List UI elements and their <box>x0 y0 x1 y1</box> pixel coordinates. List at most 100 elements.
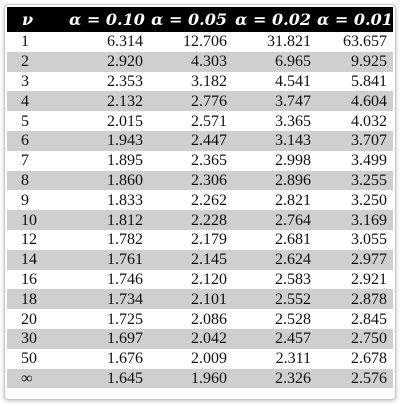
cell-alpha-002: 31.821 <box>267 33 311 51</box>
cell-alpha-002: 2.896 <box>275 171 311 189</box>
cell-alpha-001: 2.878 <box>351 290 387 308</box>
table-row: 16 1.746 2.120 2.583 2.921 <box>7 269 393 290</box>
header-row: ν α = 0.10 α = 0.05 α = 0.02 α = 0.01 <box>7 7 393 32</box>
cell-nu: 30 <box>21 330 37 348</box>
cell-nu: 5 <box>21 112 29 130</box>
cell-alpha-001: 3.250 <box>351 191 387 209</box>
cell-alpha-001: 2.845 <box>351 310 387 328</box>
cell-alpha-005: 2.447 <box>191 132 227 150</box>
cell-alpha-010: 1.860 <box>107 171 143 189</box>
cell-alpha-010: 1.761 <box>107 251 143 269</box>
table-row: 9 1.833 2.262 2.821 3.250 <box>7 190 393 211</box>
cell-alpha-005: 1.960 <box>191 369 227 387</box>
cell-alpha-001: 4.032 <box>351 112 387 130</box>
cell-alpha-001: 63.657 <box>343 33 387 51</box>
cell-nu: ∞ <box>21 369 33 387</box>
cell-alpha-005: 2.009 <box>191 350 227 368</box>
cell-alpha-002: 2.326 <box>275 369 311 387</box>
header-nu: ν <box>22 10 34 29</box>
cell-alpha-005: 2.262 <box>191 191 227 209</box>
cell-alpha-005: 2.120 <box>191 270 227 288</box>
cell-nu: 6 <box>21 132 29 150</box>
cell-alpha-001: 4.604 <box>351 92 387 110</box>
cell-nu: 18 <box>21 290 37 308</box>
cell-alpha-002: 3.143 <box>275 132 311 150</box>
table-row: 3 2.353 3.182 4.541 5.841 <box>7 71 393 92</box>
cell-alpha-001: 2.678 <box>351 350 387 368</box>
cell-alpha-005: 2.571 <box>191 112 227 130</box>
table-row: 2 2.920 4.303 6.965 9.925 <box>7 51 393 72</box>
cell-alpha-002: 2.528 <box>275 310 311 328</box>
cell-nu: 14 <box>21 251 37 269</box>
cell-alpha-010: 1.812 <box>107 211 143 229</box>
cell-alpha-010: 2.920 <box>107 53 143 71</box>
cell-alpha-005: 3.182 <box>191 72 227 90</box>
cell-alpha-002: 2.681 <box>275 231 311 249</box>
table-row: 5 2.015 2.571 3.365 4.032 <box>7 111 393 131</box>
header-alpha-001: α = 0.01 <box>317 10 393 29</box>
cell-alpha-010: 1.746 <box>107 270 143 288</box>
cell-nu: 12 <box>21 231 37 249</box>
cell-nu: 10 <box>21 211 37 229</box>
cell-nu: 2 <box>21 53 29 71</box>
cell-alpha-002: 2.552 <box>275 290 311 308</box>
table-row: 14 1.761 2.145 2.624 2.977 <box>7 249 393 270</box>
cell-alpha-010: 1.782 <box>107 231 143 249</box>
cell-alpha-005: 2.101 <box>191 290 227 308</box>
table-row: 12 1.782 2.179 2.681 3.055 <box>7 229 393 250</box>
cell-alpha-002: 3.747 <box>275 92 311 110</box>
cell-alpha-005: 2.306 <box>191 171 227 189</box>
cell-alpha-010: 2.353 <box>107 72 143 90</box>
cell-nu: 8 <box>21 171 29 189</box>
cell-alpha-005: 2.042 <box>191 330 227 348</box>
table-row: 50 1.676 2.009 2.311 2.678 <box>7 348 393 369</box>
cell-alpha-005: 2.179 <box>191 231 227 249</box>
cell-alpha-010: 1.734 <box>107 290 143 308</box>
cell-alpha-005: 4.303 <box>191 53 227 71</box>
table-row: 7 1.895 2.365 2.998 3.499 <box>7 150 393 171</box>
table-row: 30 1.697 2.042 2.457 2.750 <box>7 328 393 349</box>
cell-alpha-002: 6.965 <box>275 53 311 71</box>
cell-alpha-005: 2.776 <box>191 92 227 110</box>
cell-alpha-010: 1.943 <box>107 132 143 150</box>
header-alpha-005: α = 0.05 <box>151 10 227 29</box>
cell-nu: 16 <box>21 270 37 288</box>
cell-alpha-010: 1.833 <box>107 191 143 209</box>
cell-alpha-001: 5.841 <box>351 72 387 90</box>
cell-alpha-002: 2.764 <box>275 211 311 229</box>
cell-alpha-001: 2.921 <box>351 270 387 288</box>
cell-alpha-002: 2.998 <box>275 152 311 170</box>
cell-alpha-001: 3.055 <box>351 231 387 249</box>
table-row: ∞ 1.645 1.960 2.326 2.576 <box>7 368 393 389</box>
cell-nu: 9 <box>21 191 29 209</box>
cell-alpha-010: 6.314 <box>107 33 143 51</box>
cell-alpha-001: 2.977 <box>351 251 387 269</box>
table-body: 1 6.314 12.706 31.821 63.657 2 2.920 4.303 6.965… <box>7 32 393 389</box>
cell-alpha-010: 1.676 <box>107 350 143 368</box>
cell-alpha-002: 3.365 <box>275 112 311 130</box>
cell-nu: 3 <box>21 72 29 90</box>
table-row: 18 1.734 2.101 2.552 2.878 <box>7 289 393 310</box>
cell-alpha-010: 2.132 <box>107 92 143 110</box>
cell-alpha-002: 4.541 <box>275 72 311 90</box>
cell-alpha-010: 1.895 <box>107 152 143 170</box>
cell-alpha-001: 3.169 <box>351 211 387 229</box>
cell-alpha-002: 2.821 <box>275 191 311 209</box>
cell-nu: 1 <box>21 33 29 51</box>
cell-alpha-002: 2.583 <box>275 270 311 288</box>
cell-alpha-005: 2.365 <box>191 152 227 170</box>
cell-alpha-005: 2.145 <box>191 251 227 269</box>
cell-nu: 50 <box>21 350 37 368</box>
cell-alpha-010: 1.697 <box>107 330 143 348</box>
cell-alpha-001: 2.750 <box>351 330 387 348</box>
cell-alpha-002: 2.624 <box>275 251 311 269</box>
cell-alpha-010: 1.725 <box>107 310 143 328</box>
cell-nu: 4 <box>21 92 29 110</box>
header-alpha-002: α = 0.02 <box>235 10 311 29</box>
cell-alpha-001: 3.499 <box>351 152 387 170</box>
header-alpha-010: α = 0.10 <box>69 10 145 29</box>
cell-nu: 7 <box>21 152 29 170</box>
cell-alpha-001: 3.707 <box>351 132 387 150</box>
